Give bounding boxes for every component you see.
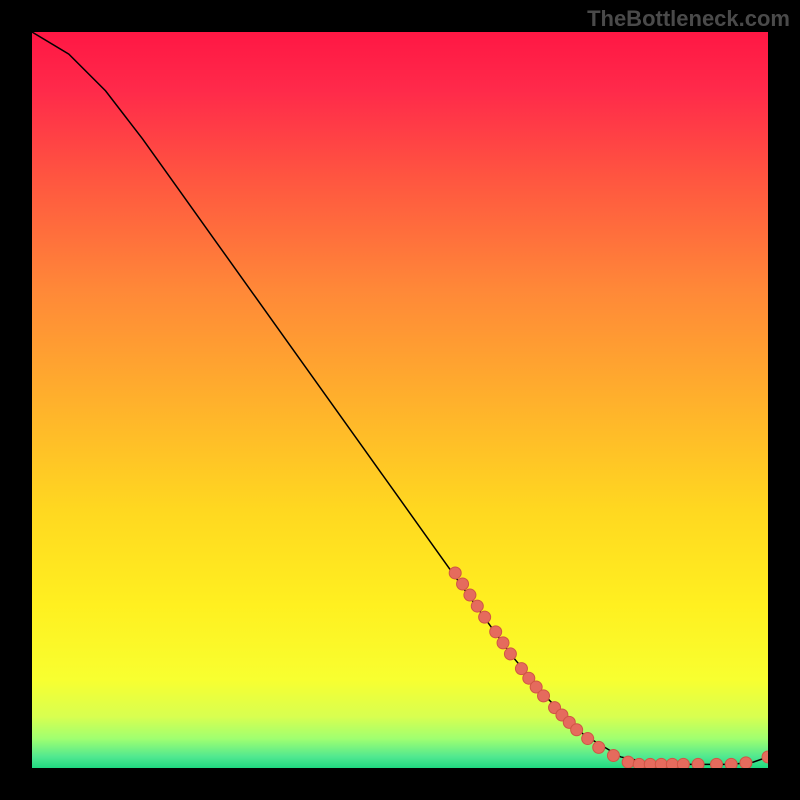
data-marker bbox=[497, 637, 509, 649]
data-marker bbox=[449, 567, 461, 579]
data-marker bbox=[571, 724, 583, 736]
bottleneck-chart bbox=[32, 32, 768, 768]
data-marker bbox=[677, 758, 689, 768]
data-marker bbox=[666, 758, 678, 768]
data-markers bbox=[449, 567, 768, 768]
data-marker bbox=[622, 756, 634, 768]
data-marker bbox=[593, 741, 605, 753]
bottleneck-curve bbox=[32, 32, 768, 764]
data-marker bbox=[725, 758, 737, 768]
data-marker bbox=[633, 758, 645, 768]
data-marker bbox=[479, 611, 491, 623]
data-marker bbox=[655, 758, 667, 768]
data-marker bbox=[504, 648, 516, 660]
data-marker bbox=[740, 757, 752, 768]
watermark-text: TheBottleneck.com bbox=[587, 6, 790, 32]
data-marker bbox=[457, 578, 469, 590]
curve-overlay bbox=[32, 32, 768, 768]
data-marker bbox=[490, 626, 502, 638]
data-marker bbox=[471, 600, 483, 612]
data-marker bbox=[464, 589, 476, 601]
data-marker bbox=[538, 690, 550, 702]
data-marker bbox=[582, 733, 594, 745]
data-marker bbox=[644, 758, 656, 768]
data-marker bbox=[762, 751, 768, 763]
data-marker bbox=[692, 758, 704, 768]
data-marker bbox=[607, 749, 619, 761]
data-marker bbox=[710, 758, 722, 768]
